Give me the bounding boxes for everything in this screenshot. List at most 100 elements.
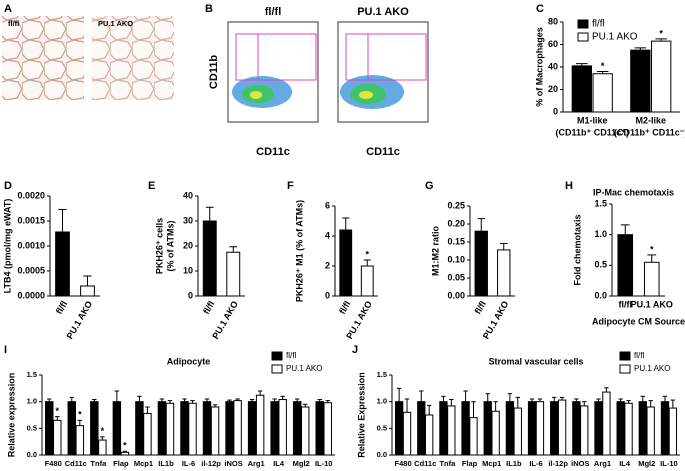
x-tick-label: fl/fl	[201, 299, 216, 316]
chart-title: IP-Mac chemotaxis	[593, 187, 674, 197]
bar	[624, 402, 633, 456]
y-tick-label: 0.0	[594, 290, 607, 300]
y-tick-label: 0.5	[27, 423, 37, 432]
bar	[233, 400, 242, 456]
y-tick-label: 4	[325, 230, 330, 240]
y-axis-label: LTB4 (pmol/mg eWAT)	[2, 199, 12, 294]
y-tick-label: 0.15	[447, 236, 465, 246]
bar	[557, 399, 567, 456]
y-tick-label: 0.0010	[17, 240, 45, 250]
x-tick-label: PU.1 AKO	[65, 299, 95, 341]
x-tick-label: Mcp1	[482, 459, 501, 468]
bar	[580, 405, 589, 456]
bar	[53, 419, 62, 456]
y-tick-label: 40	[183, 190, 193, 200]
bar	[483, 401, 492, 456]
x-tick-label: Mgl2	[638, 459, 655, 468]
y-axis-label: Relative Expression	[356, 372, 366, 458]
x-tick-label: IL1b	[506, 459, 522, 468]
bar	[255, 394, 265, 456]
chart-title: Adipocyte	[167, 356, 211, 366]
y-tick-label: 0.0	[27, 450, 37, 459]
x-tick-label: iNOS	[224, 459, 242, 468]
y-tick-label: 0	[325, 290, 330, 300]
x-tick-label: fl/fl	[473, 299, 488, 316]
flow-label: fl/fl	[265, 6, 282, 18]
panel-letter: I	[4, 344, 7, 356]
x-tick-label: Mgl2	[293, 459, 310, 468]
legend-swatch	[577, 19, 589, 29]
x-tick-label: M1-like	[577, 115, 608, 125]
y-tick-label: 0.5	[594, 260, 607, 270]
y-tick-label: 60	[548, 39, 558, 49]
y-tick-label: 0.0015	[17, 215, 45, 225]
y-axis-label: PKH26⁺ cells	[154, 218, 164, 274]
flow-plot	[227, 21, 319, 123]
y-tick-label: 20	[183, 240, 193, 250]
significance-label: *	[101, 426, 105, 436]
significance-label: *	[56, 406, 60, 416]
y-axis-label: Relative expression	[6, 373, 16, 458]
panel-letter: D	[4, 180, 12, 192]
bar	[497, 249, 511, 297]
bar	[135, 401, 144, 456]
panel-letter: B	[205, 3, 213, 15]
y-axis-label: Fold chemotaxis	[572, 214, 582, 285]
legend-label: fl/fl	[634, 351, 644, 360]
legend-swatch	[271, 364, 283, 374]
y-tick-label: 6	[325, 200, 330, 210]
y-tick-label: 0	[188, 290, 193, 300]
bar	[165, 402, 175, 456]
bar	[98, 439, 107, 456]
x-tick-sublabel: (CD11b⁺ CD11c⁺)	[555, 127, 629, 137]
x-tick-label: PU.1 AKO	[631, 299, 673, 309]
x-tick-label: Flap	[113, 459, 129, 468]
bar	[225, 401, 234, 456]
bar	[491, 410, 500, 456]
significance-label: *	[365, 249, 369, 259]
y-tick-label: 0.05	[447, 272, 465, 282]
legend-swatch	[271, 351, 283, 361]
bar	[630, 49, 651, 113]
y-axis-label: M1:M2 ratio	[430, 226, 440, 277]
legend-swatch	[577, 32, 589, 42]
x-tick-label: IL-6	[529, 459, 542, 468]
bar	[571, 65, 592, 113]
y-tick-label: 20	[548, 84, 558, 94]
bar	[80, 285, 95, 297]
panel-letter: E	[148, 180, 155, 192]
bar	[572, 401, 581, 456]
y-tick-label: 0.0020	[17, 190, 45, 200]
significance-label: *	[123, 441, 127, 451]
bar	[668, 407, 678, 456]
x-tick-label: Mcp1	[134, 459, 153, 468]
legend-swatch	[619, 351, 631, 361]
bar	[439, 401, 448, 456]
bar	[210, 406, 220, 456]
bar	[315, 401, 324, 456]
panel-letter: H	[565, 180, 573, 192]
bar	[300, 406, 310, 456]
histology-label: PU.1 AKO	[98, 19, 133, 28]
bar	[638, 401, 647, 456]
x-tick-label: Cd11c	[414, 459, 436, 468]
x-tick-label: il-12p	[201, 459, 221, 468]
bar	[112, 401, 122, 456]
x-tick-label: IL-10	[660, 459, 678, 468]
bar	[425, 414, 434, 456]
x-tick-label: IL4	[273, 459, 285, 468]
x-tick-label: Cd11c	[65, 459, 87, 468]
chart-title: Stromal vascular cells	[488, 356, 583, 366]
bar	[226, 251, 241, 297]
legend-label: PU.1 AKO	[634, 364, 670, 373]
x-tick-label: Arg1	[248, 459, 265, 468]
bar	[402, 411, 412, 456]
y-tick-label: 0.10	[447, 254, 465, 264]
y-tick-label: 30	[183, 215, 193, 225]
histology-image	[2, 16, 84, 100]
y-tick-label: 1.0	[377, 397, 387, 406]
x-tick-label: IL-6	[182, 459, 195, 468]
bar	[447, 405, 456, 456]
bar	[90, 401, 99, 456]
y-tick-label: 10	[183, 265, 193, 275]
